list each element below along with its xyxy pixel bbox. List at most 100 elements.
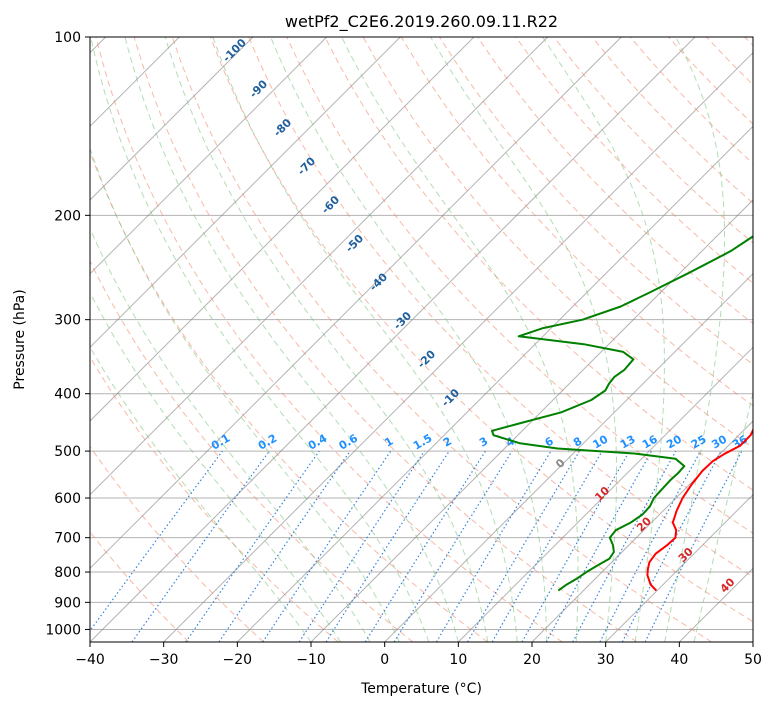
x-axis-title: Temperature (°C) (360, 681, 482, 697)
mixing-ratio-label: 0.4 (306, 431, 330, 452)
dry-adiabat (286, 37, 753, 534)
isotherm (531, 420, 753, 642)
mixing-ratio-label: 3 (477, 435, 490, 450)
x-tick-label: 30 (597, 652, 615, 668)
moist-adiabat-label: 0 (553, 456, 568, 471)
dry-adiabat (90, 356, 339, 642)
mixing-ratio-label: 20 (664, 432, 684, 451)
x-tick-label: −20 (223, 652, 253, 668)
mixing-ratio-label: 0.2 (256, 432, 279, 453)
dry-adiabat-label: -50 (343, 232, 366, 255)
y-tick-label: 200 (54, 208, 81, 224)
dry-adiabat (171, 37, 712, 642)
x-tick-label: −30 (149, 652, 179, 668)
mixing-ratio-line (325, 450, 450, 642)
dry-adiabat (324, 37, 753, 491)
x-tick-label: 10 (449, 652, 467, 668)
temperature-trace (646, 427, 753, 592)
moist-adiabat (90, 37, 430, 642)
mixing-ratio-label: 10 (591, 432, 611, 451)
isotherm (163, 51, 753, 642)
moist-adiabat-label: 10 (592, 484, 612, 504)
mixing-ratio-line (644, 450, 743, 642)
moist-adiabat (542, 37, 665, 642)
y-tick-label: 300 (54, 313, 81, 329)
mixing-ratio-line (521, 450, 631, 642)
dry-adiabat (95, 37, 563, 642)
isotherm (90, 37, 549, 496)
dewpoint-trace (491, 235, 753, 592)
dry-adiabat (744, 37, 753, 47)
isotherm (457, 346, 753, 642)
moist-adiabat (341, 37, 579, 642)
isotherm (90, 37, 328, 275)
dry-adiabat-label: -30 (391, 309, 414, 332)
moist-adiabat (124, 37, 459, 642)
dry-adiabat (90, 445, 264, 642)
mixing-ratio-line (435, 450, 552, 642)
dry-adiabat (515, 37, 753, 284)
y-tick-label: 500 (54, 444, 81, 460)
dry-adiabat (210, 37, 753, 623)
isotherm (90, 37, 696, 642)
y-tick-label: 600 (54, 491, 81, 507)
isotherm (90, 37, 254, 201)
moist-adiabat (212, 37, 518, 642)
mixing-ratio-label: 13 (618, 433, 638, 452)
mixing-ratio-line (545, 450, 653, 642)
mixing-ratio-line (90, 450, 223, 632)
y-tick-label: 400 (54, 387, 81, 403)
mixing-ratio-line (131, 450, 270, 642)
x-tick-label: 0 (380, 652, 389, 668)
dry-adiabat (248, 37, 753, 578)
dry-adiabat-label: -80 (271, 116, 294, 139)
sounding-traces (491, 235, 753, 592)
mixing-ratio-line (466, 450, 580, 642)
mixing-ratio-line (572, 450, 677, 642)
mixing-ratio-label: 30 (709, 432, 729, 451)
mixing-ratio-label: 1.5 (411, 432, 434, 453)
moist-adiabat (90, 147, 400, 642)
dry-adiabat-label: -20 (415, 347, 438, 370)
moist-adiabat (164, 37, 489, 642)
x-tick-label: −10 (296, 652, 326, 668)
axes: −40 −30 −20 −10 0 10 20 30 40 5010020030040050060… (45, 30, 762, 668)
mixing-ratio-line (218, 450, 351, 642)
x-tick-label: 40 (670, 652, 688, 668)
isotherm (236, 125, 753, 642)
dry-adiabat-label: -100 (220, 36, 249, 65)
isotherm (90, 37, 401, 349)
mixing-ratio-label: 25 (689, 433, 709, 452)
plot-frame (89, 36, 754, 643)
reference-lines (90, 37, 753, 642)
moist-adiabat (90, 345, 312, 642)
mixing-ratio-line (393, 450, 513, 642)
dry-adiabat (133, 37, 638, 642)
dry-adiabat (477, 37, 753, 325)
x-tick-label: 20 (523, 652, 541, 668)
isotherm (752, 641, 753, 642)
moist-adiabat (430, 37, 617, 642)
mixing-ratio-line (364, 450, 486, 642)
moist-adiabat (664, 37, 726, 642)
moist-adiabat (270, 37, 548, 642)
moist-adiabat-label: 30 (676, 545, 696, 565)
isotherm (90, 37, 622, 570)
moist-adiabat (90, 227, 371, 642)
mixing-ratio-line (262, 450, 392, 642)
mixing-ratio-label: 16 (640, 432, 660, 451)
isotherm (678, 567, 753, 642)
dry-adiabat (90, 531, 190, 642)
mixing-ratio-line (298, 450, 425, 642)
mixing-ratio-label: 8 (571, 435, 584, 450)
mixing-ratio-label: 1 (382, 435, 395, 450)
isotherm (384, 272, 753, 642)
dry-adiabat-label: -10 (439, 386, 462, 409)
chart-title: wetPf2_C2E6.2019.260.09.11.R22 (285, 12, 558, 32)
mixing-ratio-label: 0.1 (209, 432, 232, 453)
isotherm (605, 493, 753, 642)
dry-adiabat (706, 37, 753, 86)
y-tick-label: 100 (54, 30, 81, 46)
isotherm (90, 37, 475, 422)
